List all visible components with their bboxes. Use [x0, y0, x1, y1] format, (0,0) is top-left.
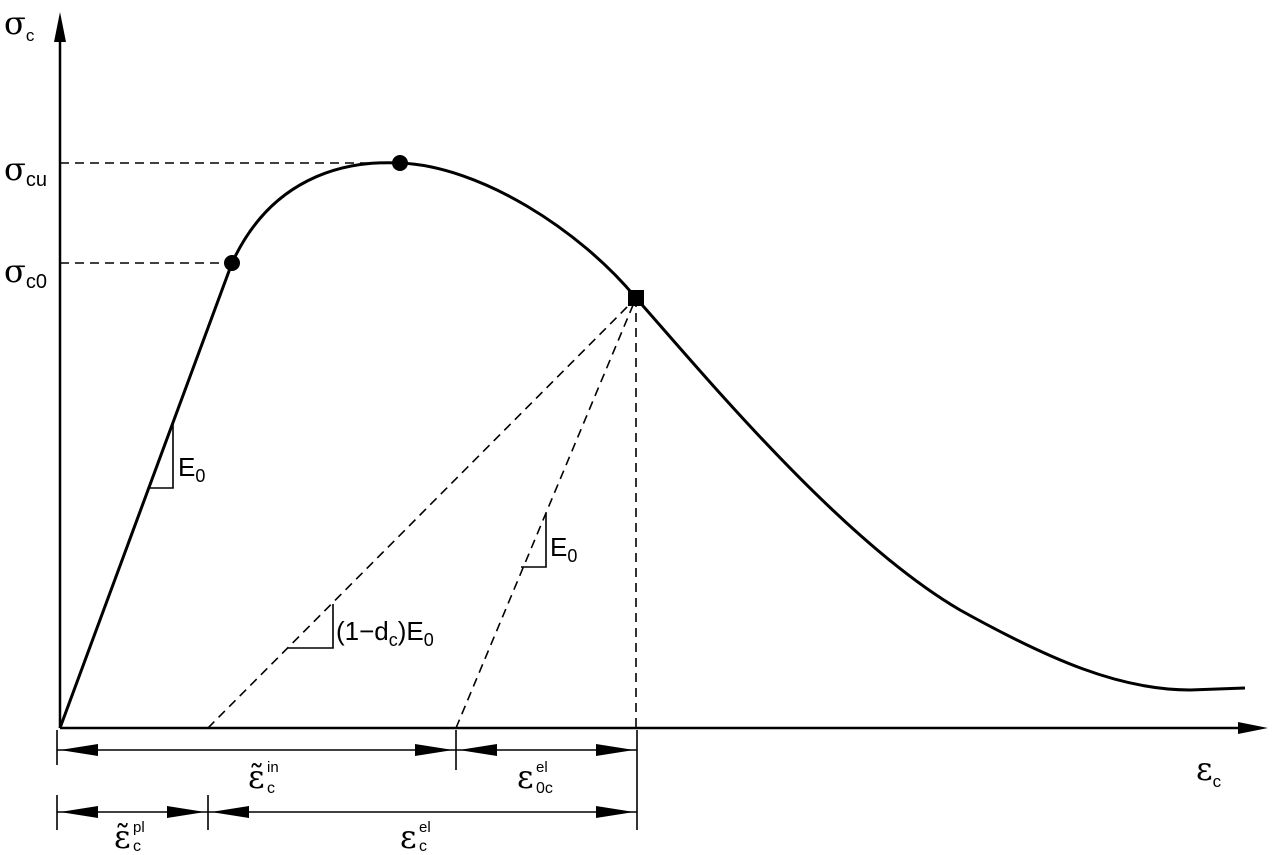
- elastic-strain-label: ε: [400, 818, 417, 855]
- plastic-arrow-left: [60, 806, 98, 818]
- plastic-strain-label: ε̃: [114, 818, 131, 855]
- yield-point-marker: [224, 255, 240, 271]
- elastic0-strain-label: ε: [517, 758, 534, 796]
- plastic-arrow-right: [167, 806, 205, 818]
- plastic-strain-sub: c: [133, 838, 141, 855]
- inelastic-strain-sub: c: [267, 780, 275, 797]
- unload-slope-label: E0: [550, 532, 577, 566]
- y-axis-label: σc: [4, 4, 35, 45]
- sigma-cu-label: σcu: [4, 150, 47, 191]
- damaged-slope-triangle: [288, 604, 334, 649]
- damaged-slope-label: (1−dc)E0: [336, 616, 434, 650]
- plastic-strain-sup: pl: [133, 819, 145, 836]
- peak-point-marker: [392, 155, 408, 171]
- elastic-arrow-right: [596, 806, 634, 818]
- elastic0-strain-sub: 0c: [536, 780, 553, 797]
- elastic-strain-sub: c: [419, 838, 427, 855]
- elastic0-arrow-left: [459, 744, 497, 756]
- x-axis-label: εc: [1196, 750, 1222, 791]
- elastic0-arrow-right: [596, 744, 634, 756]
- elastic0-strain-sup: el: [536, 759, 548, 776]
- initial-slope-label: E0: [178, 452, 205, 486]
- initial-slope-triangle: [148, 421, 174, 489]
- elastic-arrow-left: [211, 806, 249, 818]
- sigma-c0-label: σc0: [4, 252, 47, 293]
- stress-strain-curve: [58, 161, 1246, 729]
- x-axis-arrowhead: [1238, 722, 1268, 734]
- inelastic-strain-label: ε̃: [248, 758, 265, 796]
- inelastic-strain-sup: in: [267, 759, 279, 776]
- inelastic-arrow-right: [415, 744, 453, 756]
- elastic-strain-sup: el: [419, 819, 431, 836]
- y-axis-arrowhead: [54, 12, 66, 42]
- unload-slope-triangle: [521, 513, 547, 568]
- damaged-unloading-line: [207, 297, 637, 729]
- inelastic-arrow-left: [60, 744, 98, 756]
